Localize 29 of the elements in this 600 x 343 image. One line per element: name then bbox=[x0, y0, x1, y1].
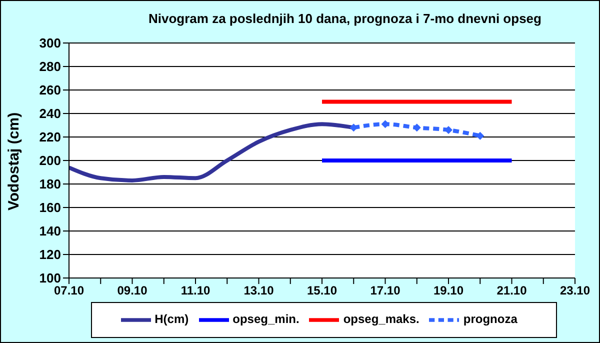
y-tick-label: 300 bbox=[39, 36, 61, 51]
x-tick-label: 13.10 bbox=[244, 284, 274, 298]
y-tick-label: 180 bbox=[39, 176, 61, 192]
y-tick-label: 140 bbox=[39, 224, 61, 239]
y-tick-label: 100 bbox=[39, 270, 61, 286]
point bbox=[412, 124, 421, 132]
legend-label: H(cm) bbox=[154, 312, 189, 326]
y-tick-label: 120 bbox=[39, 247, 61, 262]
x-tick-label: 07.10 bbox=[54, 284, 84, 298]
point bbox=[381, 120, 390, 128]
chart-title: Nivogram za poslednjih 10 dana, prognoza i 7-mo dnevni opseg bbox=[148, 11, 542, 26]
y-tick-label: 160 bbox=[39, 200, 61, 216]
legend-label: prognoza bbox=[463, 312, 518, 326]
x-tick-label: 21.10 bbox=[496, 284, 528, 298]
y-tick-label: 240 bbox=[39, 106, 61, 122]
x-tick-label: 15.10 bbox=[306, 284, 338, 298]
y-tick-label: 260 bbox=[39, 82, 61, 98]
y-tick-label: 200 bbox=[39, 153, 61, 168]
x-tick-label: 23.10 bbox=[560, 284, 590, 298]
x-tick-label: 11.10 bbox=[180, 284, 211, 298]
point bbox=[476, 132, 484, 140]
x-tick-label: 09.10 bbox=[117, 284, 148, 298]
y-tick-label: 220 bbox=[39, 130, 61, 145]
x-tick-label: 17.10 bbox=[370, 284, 401, 298]
y-tick-label: 280 bbox=[39, 59, 61, 74]
legend-label: opseg_maks. bbox=[343, 312, 420, 326]
y-axis-title: Vodostaj (cm) bbox=[5, 112, 22, 210]
x-tick-label: 19.10 bbox=[433, 284, 464, 298]
legend-label: opseg_min. bbox=[232, 312, 300, 326]
